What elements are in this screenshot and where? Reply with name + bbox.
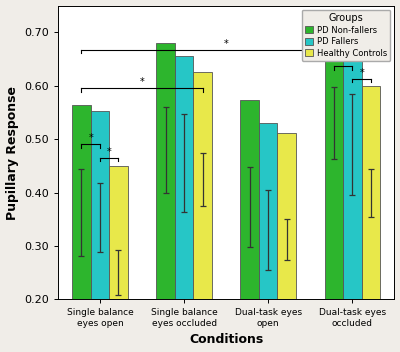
Bar [72,106,91,300]
Text: *: * [140,77,144,87]
Legend: PD Non-fallers, PD Fallers, Healthy Controls: PD Non-fallers, PD Fallers, Healthy Cont… [302,10,390,61]
Text: *: * [224,39,228,49]
Bar [325,16,343,300]
Bar [175,56,193,300]
Bar [259,123,278,300]
Text: *: * [341,55,346,65]
Bar [91,111,109,300]
Bar [193,73,212,300]
Text: *: * [88,133,93,143]
Bar [343,38,362,300]
Text: *: * [107,147,112,157]
Bar [278,133,296,300]
Bar [362,86,380,300]
Bar [156,43,175,300]
Bar [109,166,128,300]
Y-axis label: Pupillary Response: Pupillary Response [6,86,18,220]
Bar [240,100,259,300]
Text: *: * [359,68,364,78]
X-axis label: Conditions: Conditions [189,333,263,346]
